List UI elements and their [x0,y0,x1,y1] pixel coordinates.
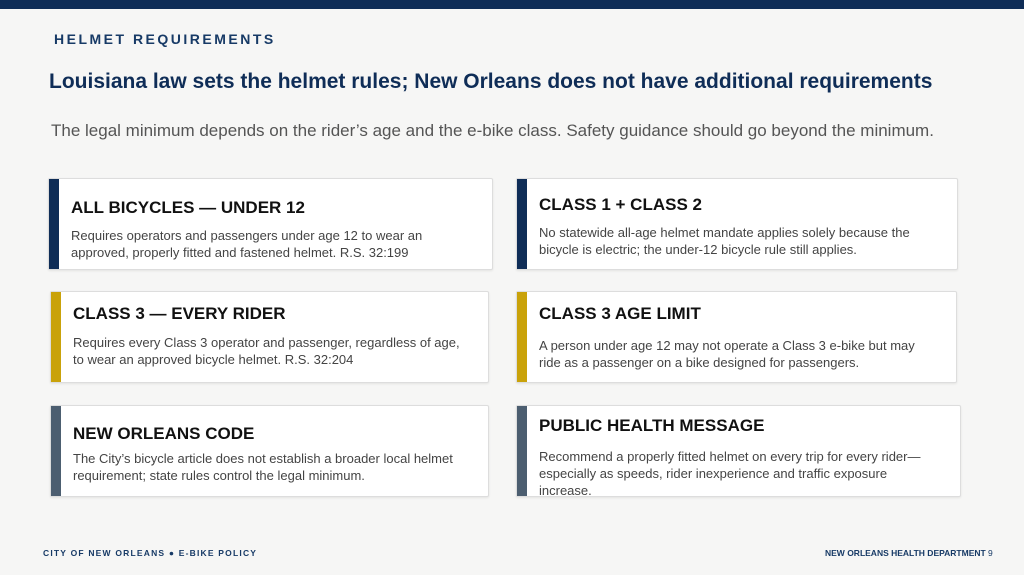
card-title: ALL BICYCLES — UNDER 12 [71,198,305,217]
card: NEW ORLEANS CODE The City’s bicycle artic… [50,405,489,497]
title: Louisiana law sets the helmet rules; New… [49,70,933,93]
card-body: A person under age 12 may not operate a … [539,338,915,370]
accent-bar [517,179,527,269]
card: CLASS 1 + CLASS 2 No statewide all-age he… [516,178,958,270]
card-title: CLASS 3 AGE LIMIT [539,304,701,323]
card-title: NEW ORLEANS CODE [73,424,255,443]
accent-bar [517,406,527,496]
card-body: Recommend a properly fitted helmet on ev… [539,449,921,498]
accent-bar [49,179,59,269]
card-title: CLASS 3 — EVERY RIDER [73,304,286,323]
card: CLASS 3 — EVERY RIDER Requires every Clas… [50,291,489,383]
footer-left: CITY OF NEW ORLEANS ● E-BIKE POLICY [43,548,258,558]
accent-bar [51,292,61,382]
card: CLASS 3 AGE LIMIT A person under age 12 m… [516,291,957,383]
card: ALL BICYCLES — UNDER 12 Requires operator… [48,178,493,270]
subtitle: The legal minimum depends on the rider’s… [51,121,934,140]
card-body: No statewide all-age helmet mandate appl… [539,225,910,257]
page-number: 9 [988,548,993,558]
accent-bar [51,406,61,496]
kicker: HELMET REQUIREMENTS [54,31,276,47]
card-title: PUBLIC HEALTH MESSAGE [539,416,765,435]
card-title: CLASS 1 + CLASS 2 [539,195,702,214]
accent-bar [517,292,527,382]
footer-right: NEW ORLEANS HEALTH DEPARTMENT [825,548,986,558]
card-body: The City’s bicycle article does not esta… [73,451,453,483]
card-body: Requires every Class 3 operator and pass… [73,335,460,367]
card: PUBLIC HEALTH MESSAGE Recommend a properl… [516,405,961,498]
top-bar [0,0,1024,9]
card-body: Requires operators and passengers under … [71,228,423,260]
